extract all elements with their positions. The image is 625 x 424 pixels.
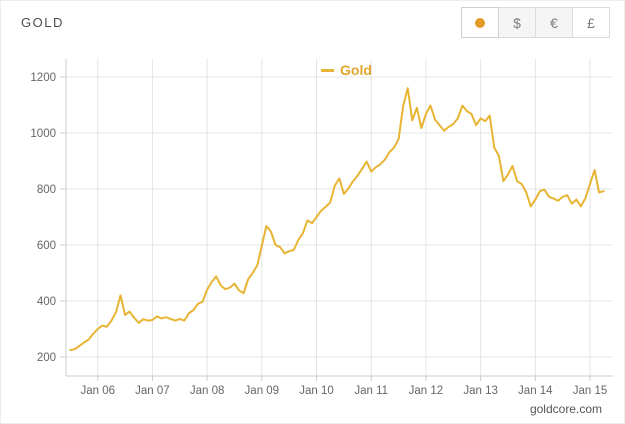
x-axis-label: Jan 14 — [518, 385, 553, 397]
y-axis-label: 600 — [37, 240, 56, 252]
y-axis-label: 400 — [37, 296, 56, 308]
legend-label: Gold — [340, 62, 372, 78]
currency-button-gold[interactable] — [461, 7, 499, 38]
x-axis-label: Jan 15 — [573, 385, 608, 397]
gold-dot-icon — [475, 17, 485, 28]
x-axis-label: Jan 13 — [463, 385, 498, 397]
gold-price-line — [69, 87, 605, 351]
y-axis-label: 200 — [37, 352, 56, 364]
page-title: GOLD — [21, 15, 64, 30]
x-axis-label: Jan 11 — [354, 385, 388, 397]
x-axis-label: Jan 08 — [190, 385, 225, 397]
x-axis-label: Jan 09 — [245, 385, 280, 397]
x-axis-label: Jan 10 — [299, 385, 334, 397]
currency-button-eur[interactable]: € — [535, 7, 573, 38]
x-axis-label: Jan 07 — [135, 385, 170, 397]
currency-button-gbp[interactable]: £ — [572, 7, 610, 38]
y-axis-label: 800 — [37, 184, 56, 196]
y-axis-label: 1200 — [30, 72, 56, 84]
y-axis-label: 1000 — [30, 128, 56, 140]
currency-toggle: $ € £ — [461, 7, 610, 38]
legend-gold[interactable]: Gold — [321, 62, 372, 78]
x-axis-label: Jan 12 — [409, 385, 444, 397]
x-axis-label: Jan 06 — [80, 385, 115, 397]
legend-line-icon — [321, 68, 334, 72]
source-credit: goldcore.com — [529, 402, 602, 416]
